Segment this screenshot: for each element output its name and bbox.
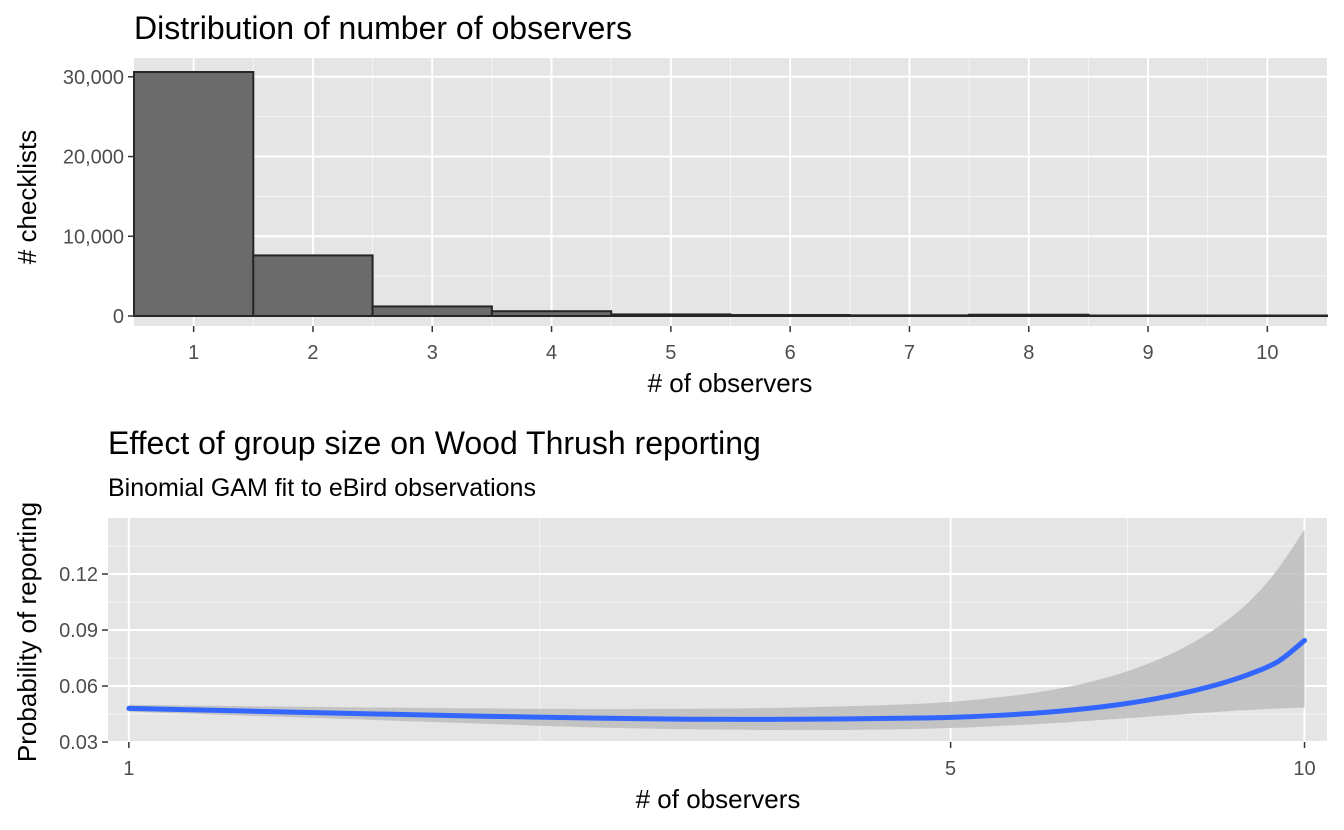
histogram-y-tick-label: 0	[113, 306, 124, 328]
histogram-x-tick-label: 4	[546, 342, 557, 364]
histogram-x-tick-label: 10	[1256, 342, 1278, 364]
effect-chart-y-axis-title: Probability of reporting	[12, 502, 42, 762]
effect-chart-x-tick-label: 10	[1293, 758, 1315, 780]
histogram-x-tick-label: 1	[188, 342, 199, 364]
fitted-line	[126, 637, 1308, 722]
effect-chart-major-grid	[108, 518, 1327, 743]
histogram-x-tick-label: 3	[427, 342, 438, 364]
effect-chart-y-tick-label: 0.12	[59, 564, 98, 586]
effect-chart-y-axis: 0.03 0.06 0.09 0.12	[59, 564, 108, 754]
group-size-effect-chart: Effect of group size on Wood Thrush repo…	[12, 425, 1327, 814]
histogram-x-tick-label: 8	[1023, 342, 1034, 364]
effect-chart-y-tick-label: 0.09	[59, 620, 98, 642]
histogram-major-grid	[134, 58, 1327, 326]
histogram-y-tick-label: 20,000	[63, 147, 124, 169]
histogram-bar	[1087, 314, 1209, 318]
histogram-bar	[1206, 314, 1328, 318]
histogram-y-axis-title: # checklists	[12, 130, 42, 264]
effect-chart-title: Effect of group size on Wood Thrush repo…	[108, 425, 761, 461]
histogram-y-tick-label: 30,000	[63, 67, 124, 89]
histogram-x-axis-title: # of observers	[648, 368, 813, 398]
effect-chart-y-tick-label: 0.03	[59, 732, 98, 754]
effect-chart-x-tick-label: 1	[123, 758, 134, 780]
histogram-bar	[490, 310, 613, 318]
observer-histogram: Distribution of number of observers 0 10,…	[12, 10, 1328, 398]
histogram-bar	[371, 305, 493, 317]
effect-chart-x-axis-title: # of observers	[636, 784, 801, 814]
histogram-title: Distribution of number of observers	[134, 10, 632, 46]
histogram-bar	[610, 313, 732, 318]
histogram-x-tick-label: 6	[785, 342, 796, 364]
histogram-bar	[133, 71, 255, 317]
effect-chart-x-axis: 1 5 10	[123, 742, 1316, 780]
histogram-x-tick-label: 7	[904, 342, 915, 364]
histogram-bar	[729, 314, 851, 318]
histogram-x-tick-label: 5	[665, 342, 676, 364]
histogram-bars	[133, 71, 1328, 318]
effect-chart-y-tick-label: 0.06	[59, 676, 98, 698]
histogram-x-axis: 1 2 3 4 5 6 7 8 9 10	[188, 326, 1278, 364]
histogram-y-axis: 0 10,000 20,000 30,000	[63, 67, 134, 328]
histogram-x-tick-label: 2	[307, 342, 318, 364]
histogram-bar	[252, 254, 374, 318]
histogram-bar	[848, 314, 971, 317]
histogram-x-tick-label: 9	[1142, 342, 1153, 364]
effect-chart-x-tick-label: 5	[945, 758, 956, 780]
histogram-y-tick-label: 10,000	[63, 226, 124, 248]
histogram-bar	[968, 313, 1090, 317]
effect-chart-subtitle: Binomial GAM fit to eBird observations	[108, 474, 536, 502]
